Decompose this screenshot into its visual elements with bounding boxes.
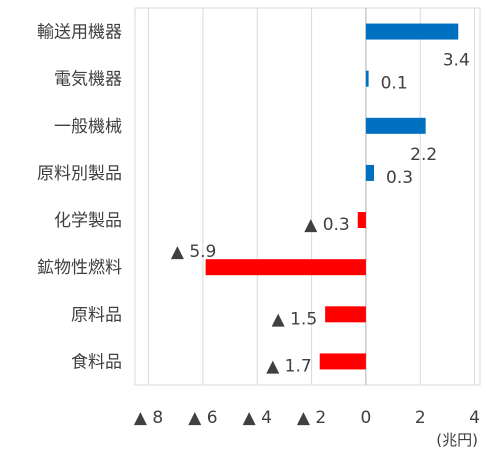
x-tick-label: 4 — [469, 408, 480, 428]
data-label: ▲ 1.5 — [272, 309, 318, 329]
category-label: 化学製品 — [54, 211, 122, 231]
data-label: 3.4 — [443, 51, 470, 71]
category-label: 食料品 — [71, 352, 122, 372]
category-label: 一般機械 — [54, 117, 122, 137]
category-label: 電気機器 — [54, 70, 122, 90]
category-label: 原料別製品 — [37, 164, 122, 184]
data-label: ▲ 0.3 — [304, 215, 350, 235]
bar — [365, 70, 369, 87]
data-label: 0.3 — [386, 168, 413, 188]
data-label: ▲ 1.7 — [266, 356, 312, 376]
x-tick-label: ▲ 2 — [297, 408, 326, 428]
bar — [325, 306, 366, 323]
category-label: 原料品 — [71, 305, 122, 325]
bars — [205, 23, 459, 370]
bar — [357, 212, 366, 229]
bar — [205, 259, 366, 276]
bar — [365, 164, 375, 181]
bar — [365, 23, 459, 40]
x-axis-unit: (兆円) — [436, 431, 478, 449]
x-tick-label: 2 — [415, 408, 426, 428]
category-label: 輸送用機器 — [37, 23, 122, 43]
category-label: 鉱物性燃料 — [37, 258, 122, 278]
x-tick-label: ▲ 4 — [243, 408, 272, 428]
data-label: 2.2 — [410, 145, 437, 165]
bar — [319, 353, 366, 370]
bar — [365, 117, 426, 134]
x-tick-label: 0 — [360, 408, 371, 428]
x-tick-label: ▲ 6 — [188, 408, 217, 428]
data-label: 0.1 — [381, 74, 408, 94]
plot-frame — [134, 7, 481, 386]
x-tick-label: ▲ 8 — [134, 408, 163, 428]
labels: ▲ 8 ▲ 6 ▲ 4 ▲ 2 0 2 4 輸送用機器 3.4 電気機器 0.1 一般機械 2.2 原料別… — [37, 23, 480, 428]
data-label: ▲ 5.9 — [171, 242, 217, 262]
